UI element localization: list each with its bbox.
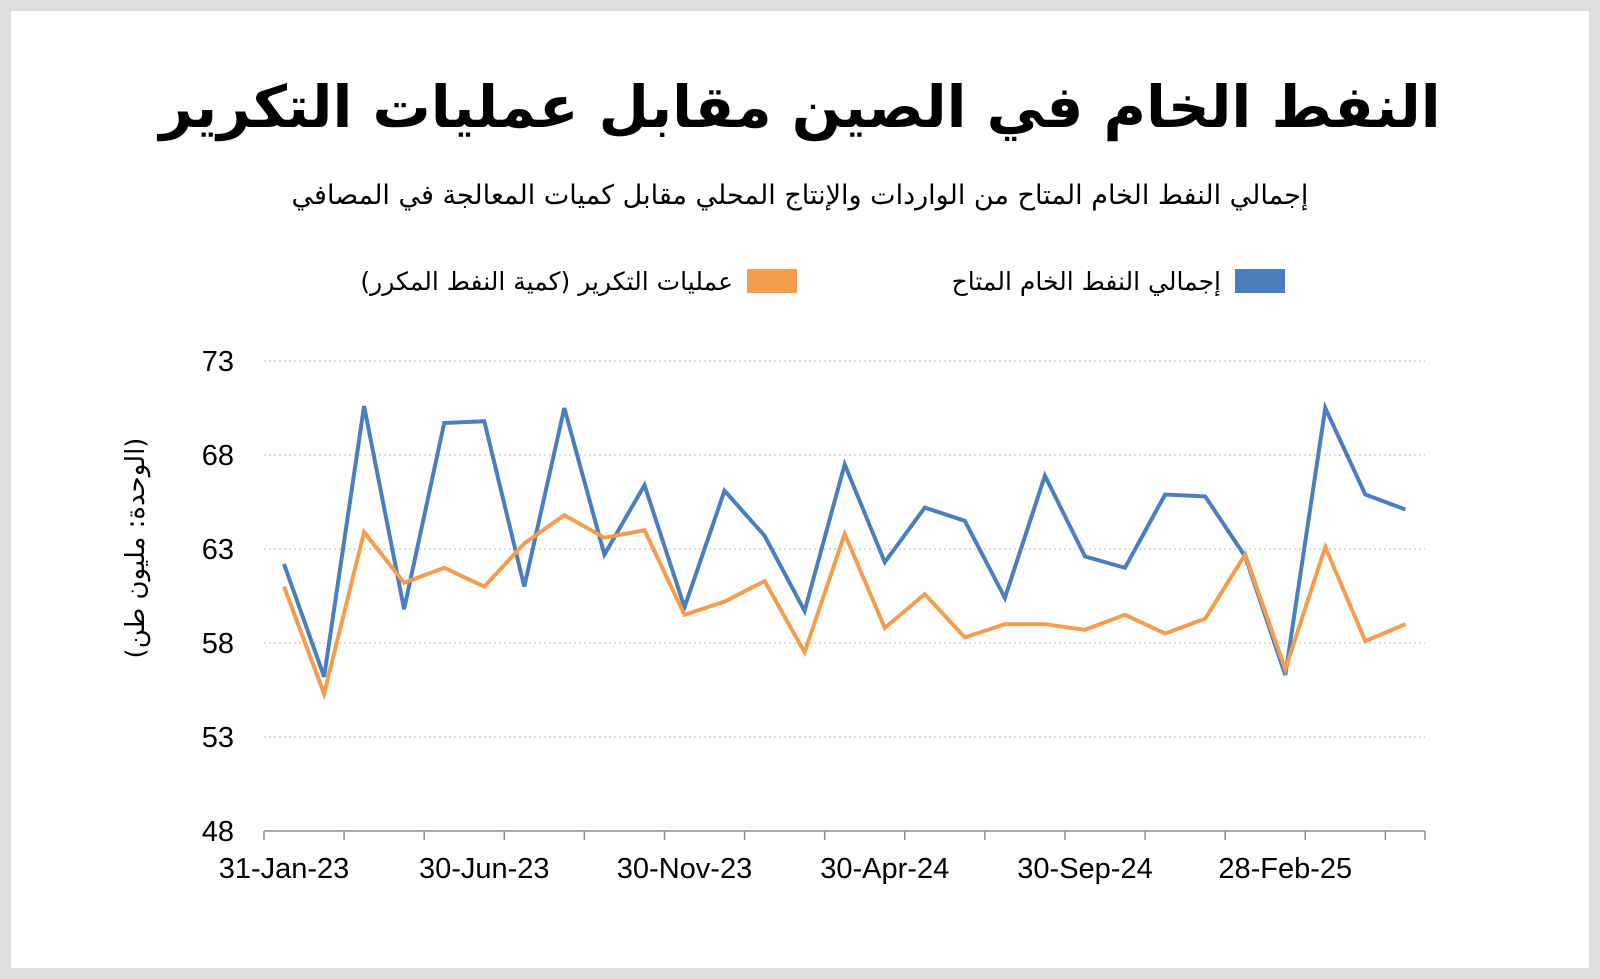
legend-label-refinery-runs: عمليات التكرير (كمية النفط المكرر) (360, 266, 733, 296)
x-axis (263, 830, 1426, 840)
gridlines (264, 360, 1425, 738)
x-axis-ticks: 31-Jan-23 30-Jun-23 30-Nov-23 30-Apr-24 30-S… (219, 853, 1352, 885)
y-tick-label: 58 (202, 628, 234, 660)
legend-label-total-crude: إجمالي النفط الخام المتاح (951, 266, 1221, 296)
legend-swatch-total-crude (1235, 269, 1285, 293)
chart-title: النفط الخام في الصين مقابل عمليات التكري… (159, 73, 1441, 141)
x-tick-label: 31-Jan-23 (219, 853, 350, 885)
series-lines (282, 401, 1407, 701)
y-tick-label: 63 (202, 534, 234, 566)
series-line-total-crude (282, 401, 1407, 678)
legend-item-total-crude: إجمالي النفط الخام المتاح (952, 264, 1285, 298)
legend-swatch-refinery-runs (747, 269, 797, 293)
chart-subtitle: إجمالي النفط الخام المتاح من الواردات وا… (291, 180, 1309, 211)
x-tick-label: 28-Feb-25 (1218, 853, 1352, 885)
x-tick-label: 30-Nov-23 (617, 853, 752, 885)
legend-item-refinery-runs: عمليات التكرير (كمية النفط المكرر) (360, 264, 797, 298)
y-tick-label: 53 (202, 722, 234, 754)
x-tick-label: 30-Sep-24 (1017, 853, 1152, 885)
y-tick-label: 48 (202, 816, 234, 848)
y-tick-label: 73 (202, 346, 234, 378)
x-tick-label: 30-Jun-23 (419, 853, 550, 885)
series-line-refinery-runs (282, 512, 1407, 701)
y-tick-label: 68 (202, 440, 234, 472)
x-tick-label: 30-Apr-24 (820, 853, 949, 885)
chart-panel (11, 11, 1589, 968)
y-axis-ticks: 48 53 58 63 68 73 (202, 346, 234, 848)
